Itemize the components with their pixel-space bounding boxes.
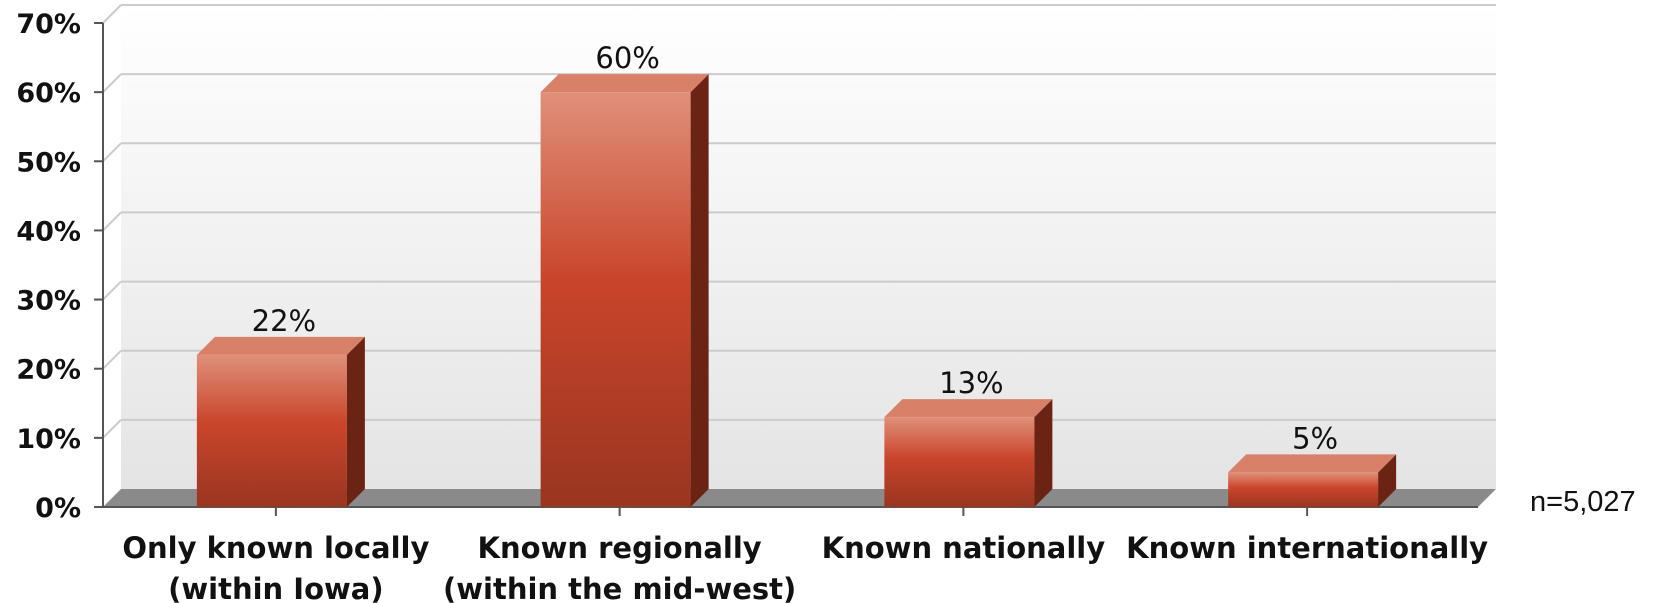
bar-front (1228, 472, 1379, 507)
gridline-diagonal (102, 142, 122, 162)
y-tick-label: 40% (16, 216, 81, 247)
bar-front (540, 92, 691, 508)
bars (196, 74, 1397, 508)
y-tick-label: 60% (16, 78, 81, 109)
gridline-diagonal (102, 280, 122, 301)
bar-side (690, 74, 709, 508)
bar-top (1228, 454, 1397, 473)
gridline-diagonal (102, 211, 122, 232)
bar (884, 399, 1053, 507)
gridline-diagonal (102, 350, 122, 370)
bar-top (196, 336, 365, 355)
plot-floor (103, 489, 1496, 507)
data-label: 22% (252, 304, 316, 338)
data-label: 60% (595, 41, 659, 75)
gridline-diagonal (102, 73, 122, 93)
x-axis-labels: Only known locally (within Iowa) Known reg… (122, 507, 1488, 603)
gridline-diagonal (102, 419, 122, 439)
bar (1228, 454, 1397, 507)
y-tick-label: 50% (16, 147, 81, 178)
y-tick-label: 70% (16, 9, 81, 40)
bar-top (884, 399, 1053, 418)
bar-side (1034, 399, 1053, 507)
x-tick-label: Known internationally (1126, 531, 1488, 565)
y-tick-label: 10% (16, 424, 81, 455)
data-labels: 22% 60% 13% 5% (252, 41, 1338, 455)
bar (540, 74, 709, 508)
x-tick-label: Known nationally (822, 531, 1106, 565)
bar-side (346, 336, 365, 507)
data-label: 5% (1292, 421, 1338, 455)
bar-front (884, 417, 1035, 507)
x-tick-label: Only known locally (122, 531, 429, 565)
data-label: 13% (939, 366, 1003, 400)
bar (196, 336, 365, 507)
y-tick-label: 20% (16, 355, 81, 386)
x-tick-label: Known regionally (478, 531, 762, 565)
sample-size-note: n=5,027 (1530, 486, 1636, 518)
x-tick-label: (within the mid-west) (443, 572, 796, 603)
bar-side (1378, 454, 1397, 507)
bar-front (196, 354, 347, 507)
y-tick-label: 0% (35, 493, 81, 524)
gridline-diagonal (102, 4, 122, 24)
gridlines (102, 4, 1496, 439)
bar-top (540, 74, 709, 93)
y-tick-label: 30% (16, 286, 81, 317)
y-axis-ticks: 0% 10% 20% 30% 40% 50% 60% 70% (16, 9, 103, 524)
x-tick-label: (within Iowa) (168, 572, 384, 603)
